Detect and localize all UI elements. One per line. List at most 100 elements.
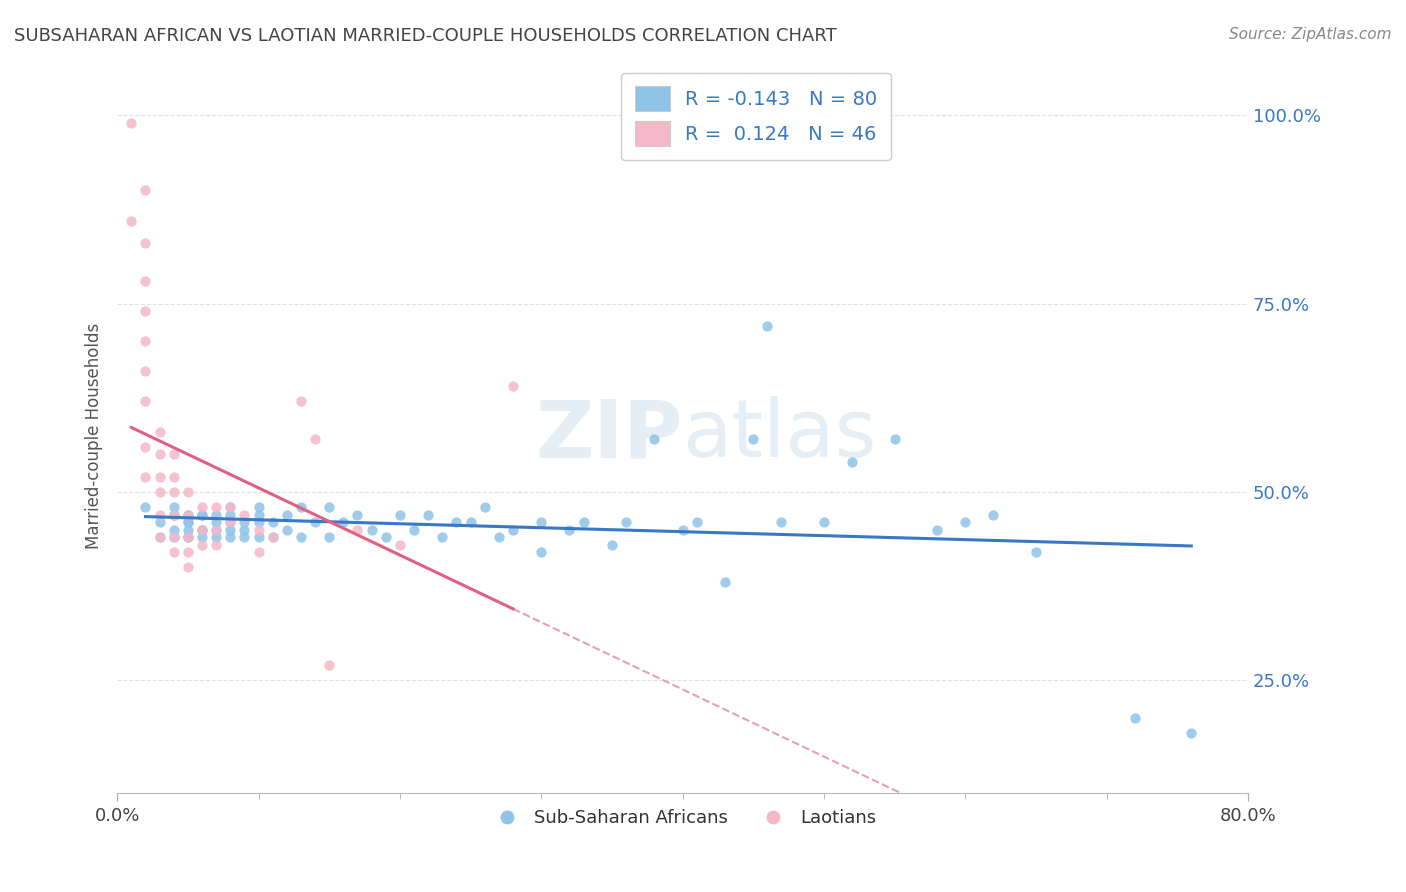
- Point: [530, 545, 553, 559]
- Point: [276, 523, 298, 537]
- Point: [402, 523, 425, 537]
- Point: [191, 530, 214, 544]
- Point: [134, 184, 156, 198]
- Point: [191, 523, 214, 537]
- Point: [742, 432, 765, 446]
- Point: [177, 560, 200, 574]
- Point: [191, 508, 214, 522]
- Point: [247, 515, 270, 529]
- Point: [191, 523, 214, 537]
- Point: [163, 545, 186, 559]
- Point: [304, 515, 326, 529]
- Point: [163, 508, 186, 522]
- Point: [149, 530, 172, 544]
- Point: [318, 530, 340, 544]
- Point: [219, 515, 242, 529]
- Point: [219, 523, 242, 537]
- Point: [247, 530, 270, 544]
- Point: [191, 538, 214, 552]
- Point: [671, 523, 693, 537]
- Point: [233, 508, 256, 522]
- Point: [374, 530, 396, 544]
- Point: [813, 515, 835, 529]
- Point: [388, 508, 411, 522]
- Point: [177, 515, 200, 529]
- Point: [205, 515, 228, 529]
- Point: [120, 116, 142, 130]
- Point: [558, 523, 581, 537]
- Point: [134, 364, 156, 378]
- Point: [247, 508, 270, 522]
- Point: [177, 530, 200, 544]
- Point: [177, 508, 200, 522]
- Point: [149, 508, 172, 522]
- Point: [1025, 545, 1047, 559]
- Point: [233, 523, 256, 537]
- Point: [219, 508, 242, 522]
- Point: [1123, 711, 1146, 725]
- Point: [488, 530, 510, 544]
- Point: [149, 425, 172, 439]
- Point: [318, 500, 340, 514]
- Point: [247, 545, 270, 559]
- Point: [233, 515, 256, 529]
- Point: [134, 304, 156, 318]
- Point: [474, 500, 496, 514]
- Point: [205, 538, 228, 552]
- Point: [163, 484, 186, 499]
- Point: [177, 530, 200, 544]
- Point: [219, 500, 242, 514]
- Point: [304, 432, 326, 446]
- Point: [446, 515, 468, 529]
- Point: [191, 500, 214, 514]
- Legend: Sub-Saharan Africans, Laotians: Sub-Saharan Africans, Laotians: [482, 802, 883, 834]
- Point: [163, 500, 186, 514]
- Point: [614, 515, 637, 529]
- Point: [149, 515, 172, 529]
- Point: [219, 515, 242, 529]
- Point: [149, 470, 172, 484]
- Point: [163, 470, 186, 484]
- Point: [1180, 726, 1202, 740]
- Point: [643, 432, 665, 446]
- Point: [205, 523, 228, 537]
- Point: [134, 334, 156, 349]
- Point: [163, 508, 186, 522]
- Point: [332, 515, 354, 529]
- Point: [318, 658, 340, 673]
- Point: [247, 523, 270, 537]
- Point: [163, 530, 186, 544]
- Point: [290, 500, 312, 514]
- Text: atlas: atlas: [682, 396, 877, 475]
- Point: [290, 394, 312, 409]
- Point: [953, 515, 976, 529]
- Point: [149, 484, 172, 499]
- Point: [134, 236, 156, 251]
- Point: [219, 530, 242, 544]
- Point: [205, 523, 228, 537]
- Point: [177, 515, 200, 529]
- Point: [149, 530, 172, 544]
- Point: [502, 379, 524, 393]
- Point: [177, 508, 200, 522]
- Point: [276, 508, 298, 522]
- Point: [177, 545, 200, 559]
- Point: [572, 515, 595, 529]
- Point: [983, 508, 1005, 522]
- Point: [177, 530, 200, 544]
- Point: [205, 508, 228, 522]
- Point: [883, 432, 905, 446]
- Point: [219, 500, 242, 514]
- Point: [502, 523, 524, 537]
- Text: ZIP: ZIP: [536, 396, 682, 475]
- Point: [233, 530, 256, 544]
- Point: [163, 530, 186, 544]
- Point: [685, 515, 707, 529]
- Point: [600, 538, 623, 552]
- Point: [416, 508, 439, 522]
- Point: [841, 455, 863, 469]
- Point: [120, 213, 142, 227]
- Text: Source: ZipAtlas.com: Source: ZipAtlas.com: [1229, 27, 1392, 42]
- Point: [290, 530, 312, 544]
- Point: [134, 394, 156, 409]
